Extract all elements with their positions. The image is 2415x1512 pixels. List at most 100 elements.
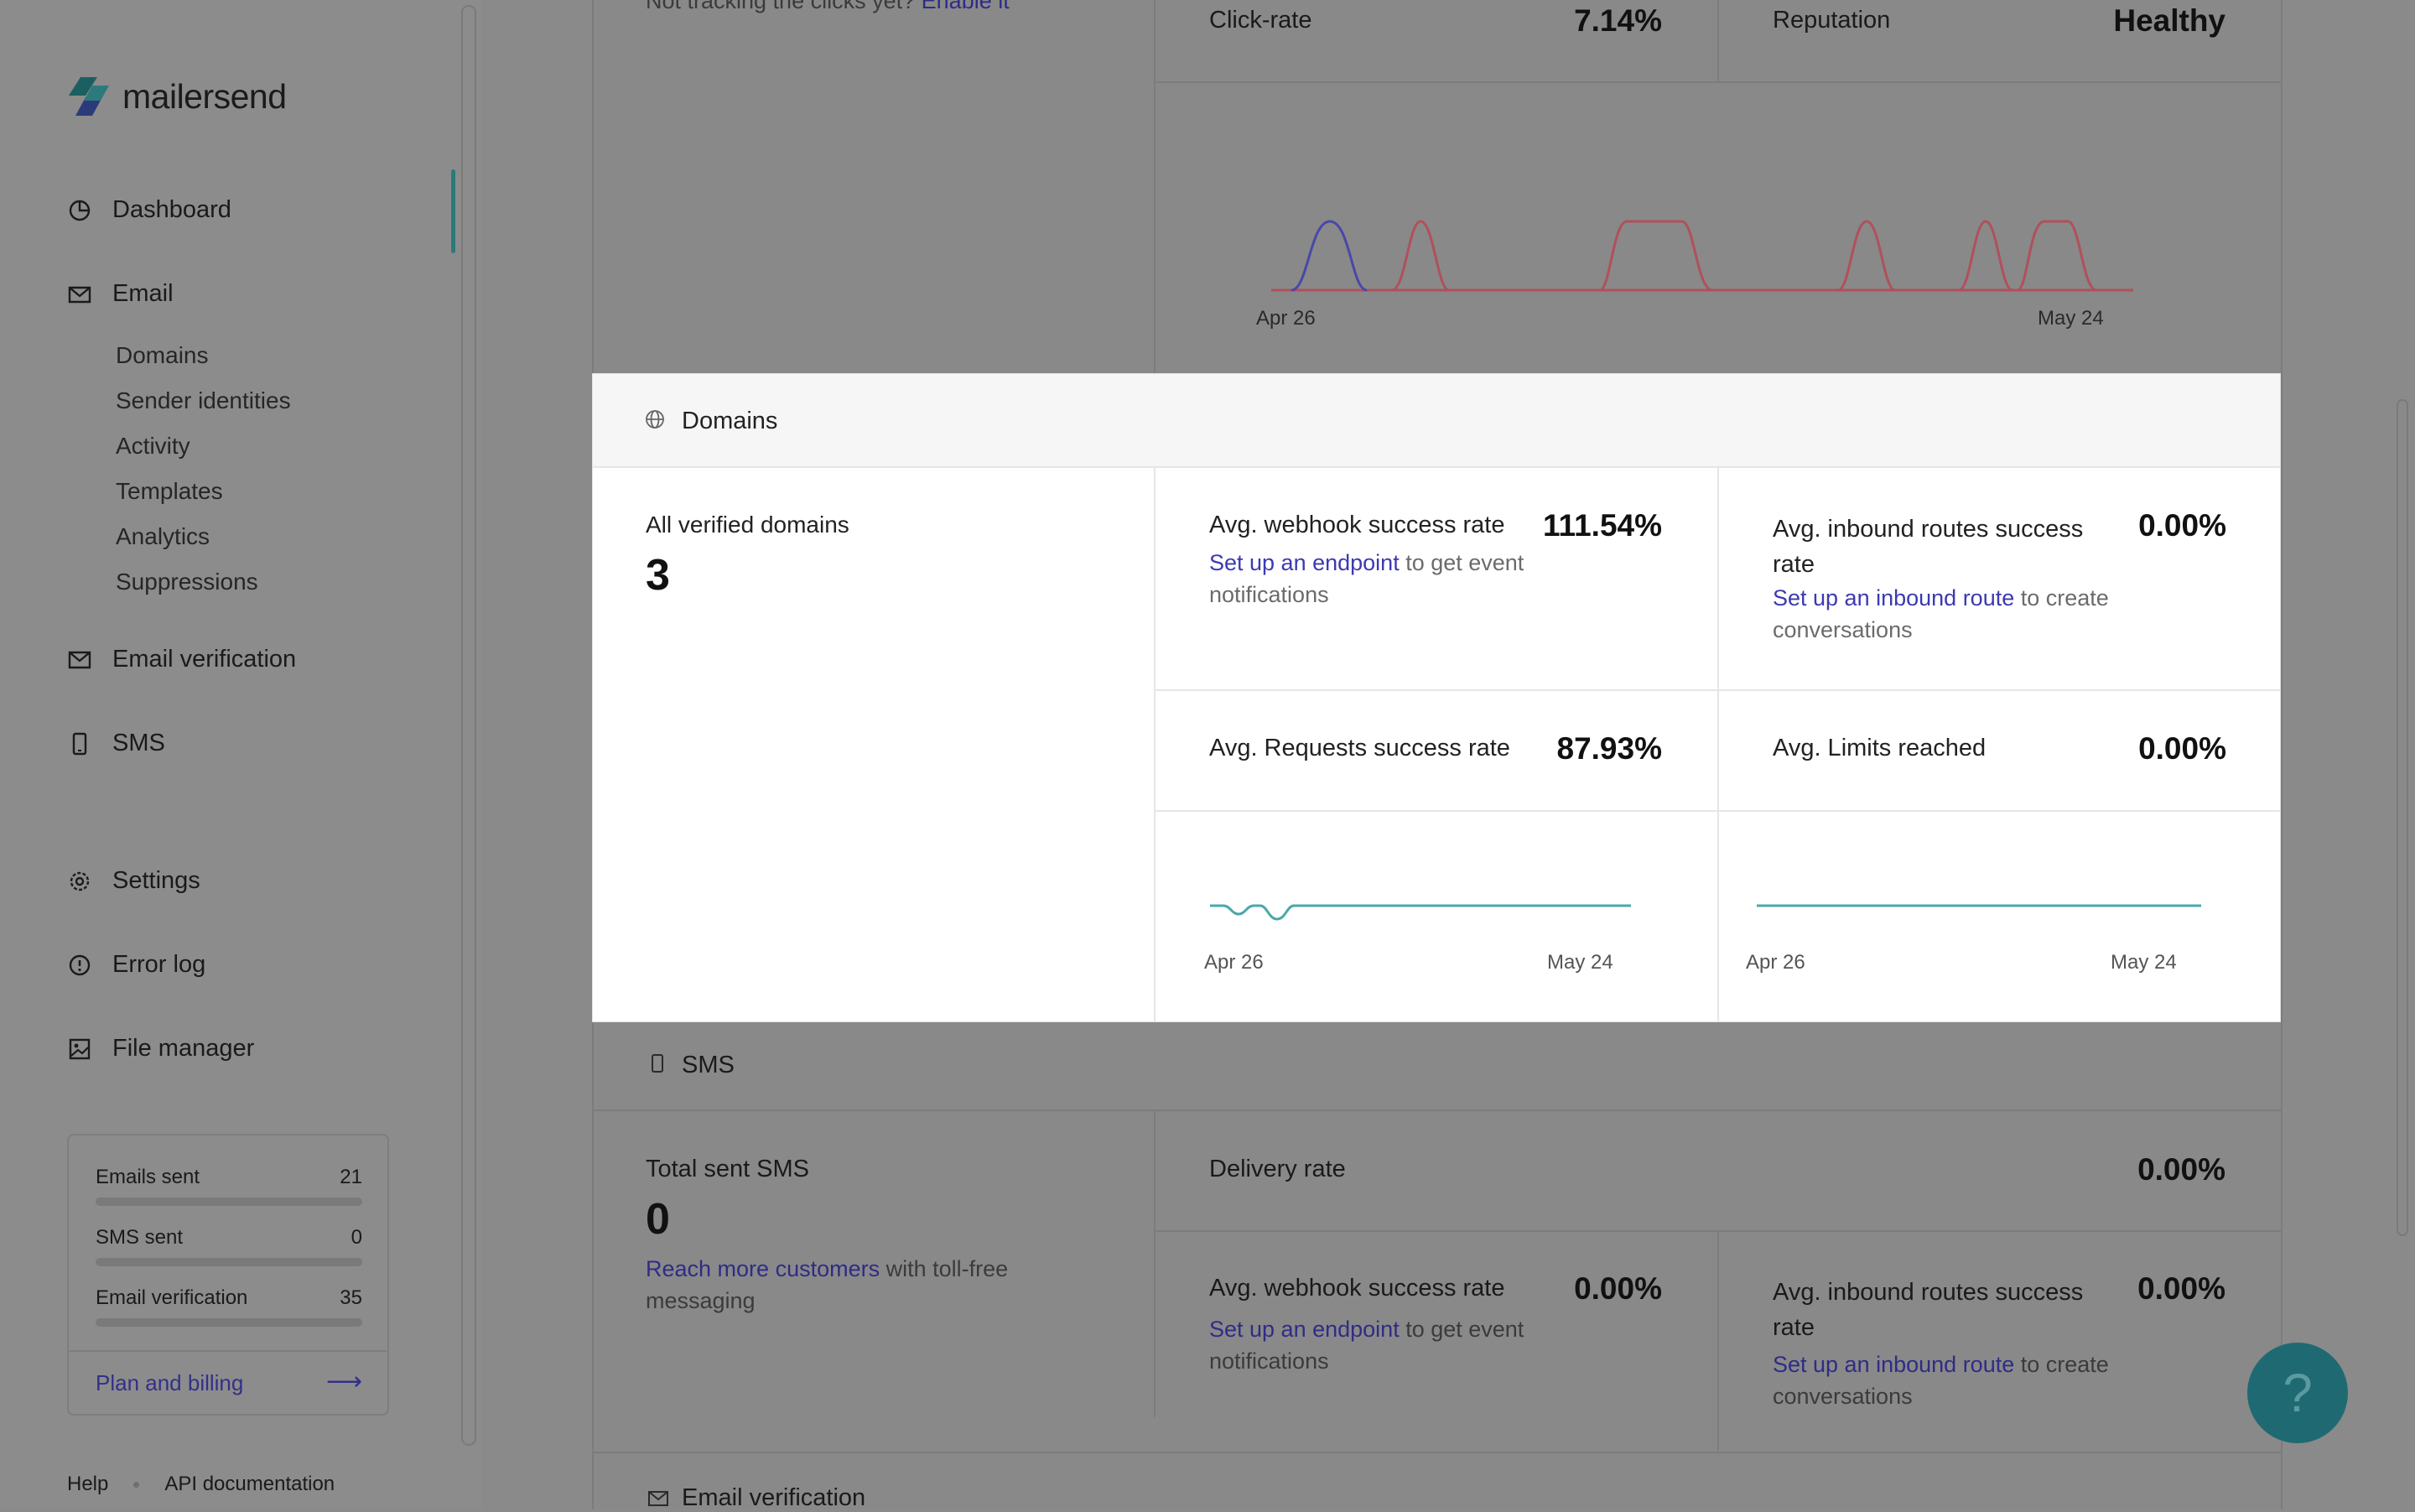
- nav-analytics[interactable]: Analytics: [116, 523, 210, 549]
- reach-customers-text: with toll-free messaging: [646, 1256, 1009, 1313]
- set-up-endpoint-link[interactable]: Set up an endpoint: [1209, 1317, 1400, 1342]
- webhook-helper: Set up an endpoint to get event notifica…: [1209, 547, 1578, 611]
- nav-email-verification[interactable]: Email verification: [67, 646, 296, 673]
- sms-webhook-helper-text: to get event notifications: [1209, 1317, 1524, 1374]
- sidebar-footer: Help API documentation: [67, 1473, 335, 1496]
- reputation-value: Healthy: [2113, 3, 2225, 38]
- click-rate-value: 7.14%: [1574, 3, 1662, 38]
- logo[interactable]: mailersend: [67, 75, 287, 117]
- tracking-note-text: Not tracking the clicks yet?: [646, 0, 916, 13]
- domains-header: Domains: [593, 374, 2280, 468]
- requests-success-label: Avg. Requests success rate: [1209, 735, 1510, 761]
- usage-label: Email verification: [96, 1286, 248, 1309]
- globe-icon: [645, 409, 665, 434]
- webhook-helper-text: to get event notifications: [1209, 550, 1524, 607]
- nav-templates[interactable]: Templates: [116, 478, 223, 504]
- active-indicator: [451, 169, 455, 253]
- set-up-inbound-route-link[interactable]: Set up an inbound route: [1773, 585, 2015, 611]
- nav-dashboard[interactable]: Dashboard: [67, 196, 231, 224]
- gear-icon: [67, 869, 92, 894]
- inbound-success-label: Avg. inbound routes success rate: [1773, 516, 2084, 578]
- total-sms-value: 0: [646, 1195, 670, 1244]
- enable-tracking-link[interactable]: Enable it: [921, 0, 1010, 13]
- nav-email-verification-label: Email verification: [112, 646, 297, 673]
- arrow-right-icon[interactable]: ⟶: [325, 1368, 362, 1395]
- pie-chart-icon: [67, 198, 92, 223]
- usage-sms-sent: SMS sent 0: [96, 1226, 362, 1266]
- nav-sender-identities[interactable]: Sender identities: [116, 387, 291, 413]
- sidebar-scrollbar[interactable]: [461, 5, 476, 1446]
- usage-label: Emails sent: [96, 1166, 200, 1188]
- nav-sms[interactable]: SMS: [67, 730, 165, 757]
- plan-and-billing-link[interactable]: Plan and billing: [96, 1370, 244, 1395]
- inbound-helper: Set up an inbound route to create conver…: [1773, 582, 2158, 646]
- logo-icon: [69, 77, 109, 116]
- nav-email[interactable]: Email: [67, 280, 174, 308]
- webhook-success-value: 111.54%: [1543, 508, 1662, 543]
- nav-error-log[interactable]: Error log: [67, 951, 205, 979]
- email-activity-chart: [1271, 220, 2133, 292]
- axis-label-end: May 24: [2111, 951, 2177, 974]
- domains-card: Domains All verified domains 3 Avg. webh…: [593, 374, 2280, 1021]
- nav-email-label: Email: [112, 280, 174, 307]
- usage-label: SMS sent: [96, 1226, 184, 1249]
- set-up-inbound-route-link[interactable]: Set up an inbound route: [1773, 1352, 2015, 1377]
- divider: [1717, 1231, 1719, 1451]
- inbound-helper-text: to create conversations: [1773, 585, 2109, 642]
- divider: [1717, 0, 1719, 82]
- delivery-rate-label: Delivery rate: [1209, 1156, 1346, 1182]
- nav-file-manager-label: File manager: [112, 1035, 255, 1062]
- axis-label-start: Apr 26: [1256, 307, 1316, 330]
- usage-value: 35: [340, 1286, 362, 1309]
- sidebar: mailersend Dashboard Email Domains Sende…: [0, 0, 481, 1509]
- limits-reached-label: Avg. Limits reached: [1773, 735, 1987, 761]
- sms-section-title: SMS: [682, 1052, 735, 1078]
- sms-inbound-value: 0.00%: [2137, 1271, 2225, 1306]
- usage-card: Emails sent 21 SMS sent 0 Email verifica…: [67, 1134, 389, 1416]
- all-verified-domains-value: 3: [646, 551, 670, 600]
- sms-webhook-label: Avg. webhook success rate: [1209, 1275, 1505, 1302]
- axis-label-end: May 24: [2038, 307, 2104, 330]
- axis-label-start: Apr 26: [1204, 951, 1264, 974]
- divider: [1154, 1111, 1156, 1417]
- divider: [1717, 466, 1719, 1021]
- mail-check-icon: [67, 647, 92, 673]
- reach-customers-link[interactable]: Reach more customers: [646, 1256, 880, 1281]
- limits-trend-chart: [1757, 904, 2201, 907]
- usage-value: 21: [340, 1166, 362, 1188]
- divider: [1154, 81, 2281, 83]
- nav-settings[interactable]: Settings: [67, 867, 200, 895]
- sms-inbound-helper-text: to create conversations: [1773, 1352, 2109, 1409]
- separator-dot: [133, 1481, 140, 1488]
- phone-icon: [651, 1053, 664, 1078]
- webhook-success-label: Avg. webhook success rate: [1209, 512, 1505, 538]
- all-verified-domains-label: All verified domains: [646, 512, 849, 538]
- nav-suppressions[interactable]: Suppressions: [116, 569, 258, 595]
- nav-file-manager[interactable]: File manager: [67, 1035, 254, 1063]
- help-link[interactable]: Help: [67, 1473, 109, 1495]
- tracking-note: Not tracking the clicks yet? Enable it: [646, 0, 1010, 14]
- divider: [1154, 810, 2280, 812]
- sms-inbound-label: Avg. inbound routes success rate: [1773, 1279, 2084, 1341]
- nav-activity[interactable]: Activity: [116, 433, 190, 459]
- usage-progress-bar: [96, 1198, 362, 1206]
- nav-domains[interactable]: Domains: [116, 342, 209, 368]
- api-docs-link[interactable]: API documentation: [164, 1473, 335, 1495]
- delivery-rate-value: 0.00%: [2137, 1152, 2225, 1187]
- usage-value: 0: [351, 1226, 362, 1249]
- usage-email-verification: Email verification 35: [96, 1286, 362, 1327]
- email-icon: [67, 282, 92, 307]
- question-icon: ?: [2283, 1363, 2313, 1423]
- help-button[interactable]: ?: [2247, 1343, 2348, 1443]
- axis-label-start: Apr 26: [1746, 951, 1805, 974]
- nav-dashboard-label: Dashboard: [112, 196, 231, 223]
- main-scrollbar[interactable]: [2397, 399, 2408, 1236]
- set-up-endpoint-link[interactable]: Set up an endpoint: [1209, 550, 1400, 575]
- usage-emails-sent: Emails sent 21: [96, 1166, 362, 1206]
- click-rate-label: Click-rate: [1209, 7, 1312, 34]
- reputation-label: Reputation: [1773, 7, 1891, 34]
- divider: [592, 1109, 2283, 1111]
- email-verification-section-title: Email verification: [682, 1484, 866, 1511]
- divider: [592, 1452, 2283, 1453]
- logo-text: mailersend: [122, 76, 287, 116]
